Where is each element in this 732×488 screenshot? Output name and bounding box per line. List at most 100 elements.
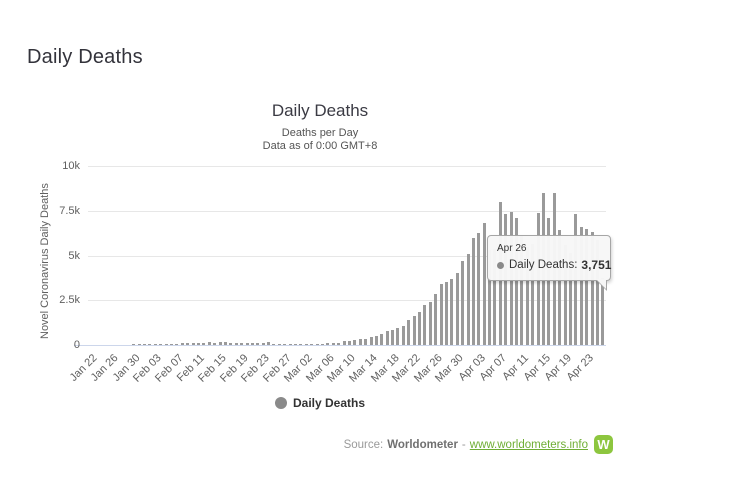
bar[interactable]: [148, 344, 152, 345]
bar[interactable]: [385, 330, 389, 345]
bar[interactable]: [380, 334, 384, 345]
bar[interactable]: [267, 342, 271, 345]
bar[interactable]: [434, 294, 438, 345]
bar[interactable]: [585, 228, 589, 345]
bar[interactable]: [466, 253, 470, 345]
bar[interactable]: [170, 343, 174, 345]
bar[interactable]: [240, 342, 244, 345]
bar[interactable]: [331, 343, 335, 345]
bar[interactable]: [272, 343, 276, 345]
bar[interactable]: [320, 343, 324, 345]
bar[interactable]: [342, 341, 346, 345]
gridline: [88, 166, 606, 167]
bar[interactable]: [132, 344, 136, 345]
bar[interactable]: [186, 343, 190, 345]
gridline: [88, 210, 606, 212]
x-axis-labels: Jan 22 Jan 26 Jan 30 Feb 03 Feb 07 Feb 11 Feb …: [67, 350, 606, 390]
gridline: [88, 300, 606, 302]
bar[interactable]: [288, 343, 292, 345]
worldometer-logo-icon[interactable]: W: [594, 435, 613, 454]
bar[interactable]: [396, 327, 400, 345]
bar[interactable]: [455, 272, 459, 345]
bar[interactable]: [595, 240, 599, 345]
bar[interactable]: [439, 283, 443, 345]
bar[interactable]: [369, 337, 373, 345]
bar[interactable]: [423, 305, 427, 345]
bar[interactable]: [374, 335, 378, 345]
bar[interactable]: [418, 312, 422, 345]
bar[interactable]: [153, 343, 157, 345]
bar[interactable]: [250, 342, 254, 345]
bar[interactable]: [143, 344, 147, 345]
chart-subtitle-line2: Data as of 0:00 GMT+8: [262, 140, 378, 152]
bar[interactable]: [294, 344, 298, 345]
bar[interactable]: [159, 343, 163, 345]
bar[interactable]: [326, 343, 330, 345]
bar[interactable]: [531, 244, 535, 345]
x-axis-line: [74, 345, 606, 346]
series-marker-icon: [497, 261, 504, 269]
bar[interactable]: [412, 316, 416, 345]
y-tick-label: 2.5k: [59, 294, 80, 307]
bar[interactable]: [477, 232, 481, 345]
bar[interactable]: [175, 343, 179, 345]
tooltip-series-label: Daily Deaths:: [509, 259, 578, 271]
bar[interactable]: [488, 249, 492, 345]
bar[interactable]: [180, 343, 184, 345]
bar[interactable]: [229, 343, 233, 345]
bar[interactable]: [299, 343, 303, 345]
bar[interactable]: [310, 343, 314, 345]
bar[interactable]: [358, 339, 362, 345]
bar[interactable]: [558, 230, 562, 345]
source-prefix: Source:: [343, 438, 384, 451]
bar[interactable]: [563, 244, 567, 345]
bar[interactable]: [407, 320, 411, 345]
bar[interactable]: [579, 226, 583, 345]
bar[interactable]: [261, 343, 265, 345]
bar[interactable]: [525, 246, 529, 345]
bar[interactable]: [256, 343, 260, 345]
bar[interactable]: [364, 338, 368, 345]
bar[interactable]: [568, 252, 572, 345]
bar[interactable]: [245, 342, 249, 345]
bar[interactable]: [191, 343, 195, 345]
y-tick-label: 0: [73, 339, 80, 351]
bar[interactable]: [223, 342, 227, 345]
bar[interactable]: [315, 343, 319, 345]
bar[interactable]: [207, 342, 211, 345]
bar[interactable]: [547, 218, 551, 345]
bar[interactable]: [304, 343, 308, 345]
bar[interactable]: [137, 344, 141, 345]
bar[interactable]: [197, 343, 200, 345]
bar[interactable]: [391, 330, 395, 345]
bar[interactable]: [401, 325, 405, 345]
bar[interactable]: [428, 302, 432, 345]
bar[interactable]: [337, 343, 341, 345]
bar[interactable]: [515, 217, 519, 345]
y-tick-label: 7.5k: [59, 204, 80, 217]
bar[interactable]: [277, 344, 281, 345]
page-title: Daily Deaths: [27, 46, 143, 68]
legend[interactable]: Daily Deaths: [20, 396, 620, 414]
bar[interactable]: [353, 340, 357, 345]
bar[interactable]: [461, 260, 465, 345]
bar[interactable]: [164, 343, 168, 345]
bar[interactable]: [202, 343, 206, 345]
bar[interactable]: [213, 342, 217, 345]
bar[interactable]: [218, 342, 222, 345]
bar[interactable]: [347, 341, 351, 345]
bar[interactable]: [283, 344, 287, 345]
bar[interactable]: [493, 249, 497, 345]
bar[interactable]: [471, 238, 475, 345]
legend-label: Daily Deaths: [292, 396, 366, 410]
legend-marker-icon: [274, 397, 287, 409]
bar[interactable]: [234, 343, 238, 345]
bar[interactable]: [450, 278, 454, 345]
source-line: Source: Worldometer - www.worldometers.i…: [344, 435, 613, 454]
bar[interactable]: [590, 232, 594, 345]
bar[interactable]: [601, 277, 605, 345]
bar[interactable]: [444, 282, 448, 345]
bar[interactable]: [482, 223, 486, 345]
bar[interactable]: [520, 235, 524, 345]
worldometers-link[interactable]: www.worldometers.info: [469, 438, 588, 451]
